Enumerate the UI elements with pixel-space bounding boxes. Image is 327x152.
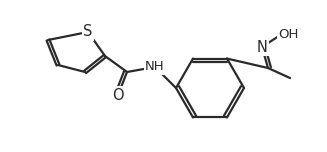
Text: NH: NH [145, 60, 165, 74]
Text: OH: OH [278, 28, 298, 40]
Text: N: N [257, 40, 267, 55]
Text: S: S [83, 24, 93, 40]
Text: O: O [112, 88, 124, 102]
